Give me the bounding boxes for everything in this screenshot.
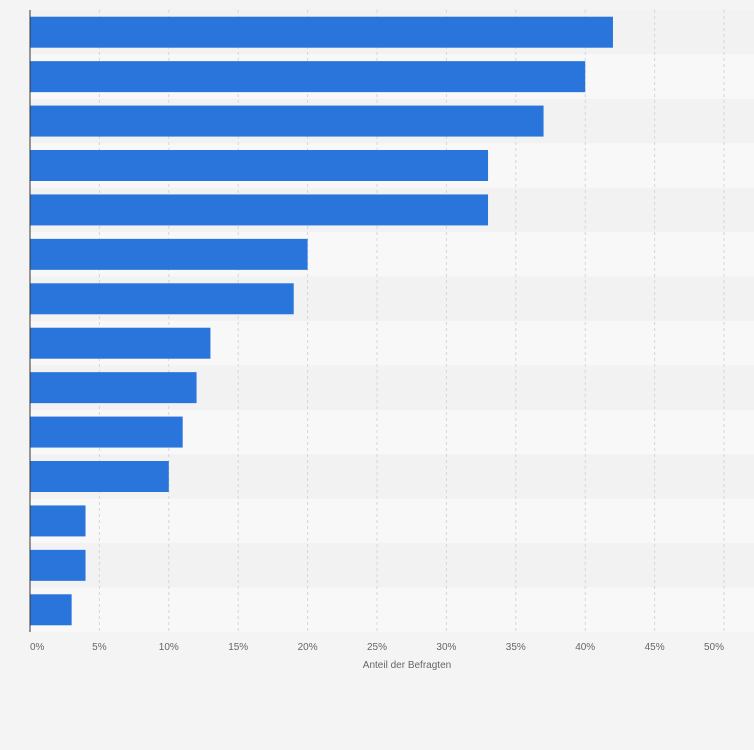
bar xyxy=(30,505,86,537)
bar xyxy=(30,16,613,48)
x-axis-label: Anteil der Befragten xyxy=(363,660,451,671)
bar xyxy=(30,549,86,581)
bar xyxy=(30,416,183,448)
x-tick-label: 15% xyxy=(228,642,248,653)
x-tick-label: 0% xyxy=(30,642,45,653)
row-band xyxy=(30,543,754,588)
x-tick-label: 45% xyxy=(645,642,665,653)
x-tick-label: 20% xyxy=(298,642,318,653)
x-tick-label: 50% xyxy=(704,642,724,653)
bar xyxy=(30,238,308,270)
bar xyxy=(30,461,169,492)
x-tick-label: 5% xyxy=(92,642,107,653)
bar xyxy=(30,327,211,359)
bar xyxy=(30,105,544,137)
x-tick-label: 40% xyxy=(575,642,595,653)
x-tick-label: 25% xyxy=(367,642,387,653)
bar xyxy=(30,61,586,93)
bar xyxy=(30,372,197,404)
bar xyxy=(30,283,294,315)
bar xyxy=(30,194,489,226)
row-band xyxy=(30,587,754,632)
row-bands xyxy=(30,10,754,632)
x-tick-label: 10% xyxy=(159,642,179,653)
x-tick-labels: 0% 5% 10% 15% 20% 25% 30% 35% 40% 45% 50% xyxy=(30,642,724,653)
x-tick-label: 30% xyxy=(436,642,456,653)
bars xyxy=(30,16,613,626)
row-band xyxy=(30,498,754,544)
bar xyxy=(30,150,489,181)
x-tick-label: 35% xyxy=(506,642,526,653)
bar xyxy=(30,594,72,626)
